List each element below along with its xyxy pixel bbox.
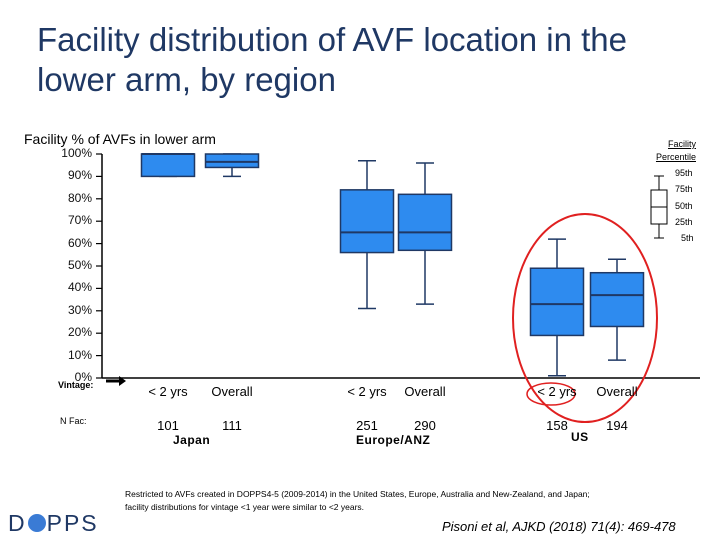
nfac-label: N Fac: [60, 416, 87, 426]
y-tick-label: 20% [67, 325, 92, 340]
vintage-category-label: < 2 yrs [537, 384, 577, 399]
legend-label: 95th [675, 168, 693, 178]
footnote: Restricted to AVFs created in DOPPS4-5 (… [125, 489, 590, 512]
y-tick-label: 40% [67, 280, 92, 295]
y-tick-label: 60% [67, 235, 92, 250]
legend-label: 5th [681, 233, 694, 243]
y-tick-label: 50% [67, 258, 92, 272]
globe-icon [27, 514, 46, 532]
iqr-box [589, 271, 645, 328]
iqr-box [397, 193, 453, 252]
citation: Pisoni et al, AJKD (2018) 71(4): 469-478 [442, 519, 676, 534]
y-tick-label: 90% [67, 168, 92, 183]
iqr-box [204, 153, 260, 169]
vintage-category-label: < 2 yrs [347, 384, 387, 399]
iqr-box [140, 153, 196, 178]
highlight-circle [512, 213, 658, 423]
legend-label: 25th [675, 217, 693, 227]
y-tick-label: 10% [67, 347, 92, 362]
y-tick-label: 70% [67, 213, 92, 228]
vintage-label: Vintage: [58, 380, 94, 390]
y-tick-label: 100% [61, 146, 92, 160]
region-label: US [571, 430, 589, 444]
n-facilities-value: 290 [414, 418, 436, 433]
region-label: Europe/ANZ [356, 433, 431, 447]
y-tick-label: 0% [74, 370, 92, 384]
legend-label: 75th [675, 184, 693, 194]
vintage-arrow-icon [106, 376, 126, 386]
vintage-category-label: Overall [596, 384, 638, 399]
n-facilities-value: 194 [606, 418, 628, 433]
slide-title: Facility distribution of AVF location in… [37, 21, 628, 98]
region-label: Japan [173, 433, 211, 447]
legend-label: 50th [675, 201, 693, 211]
n-facilities-value: 251 [356, 418, 378, 433]
n-facilities-value: 158 [546, 418, 568, 433]
vintage-category-label: Overall [211, 384, 253, 399]
vintage-category-label: < 2 yrs [148, 384, 188, 399]
highlight-oval [526, 382, 576, 406]
dopps-logo: D PPS [8, 510, 99, 536]
vintage-category-label: Overall [404, 384, 446, 399]
y-axis-title: Facility % of AVFs in lower arm [24, 131, 216, 147]
iqr-box [529, 267, 585, 337]
y-tick-label: 80% [67, 190, 92, 205]
y-tick-label: 30% [67, 302, 92, 317]
iqr-box [339, 189, 395, 254]
n-facilities-value: 101 [157, 418, 179, 433]
legend-title: Facility Percentile [655, 139, 696, 162]
n-facilities-value: 111 [222, 418, 242, 433]
